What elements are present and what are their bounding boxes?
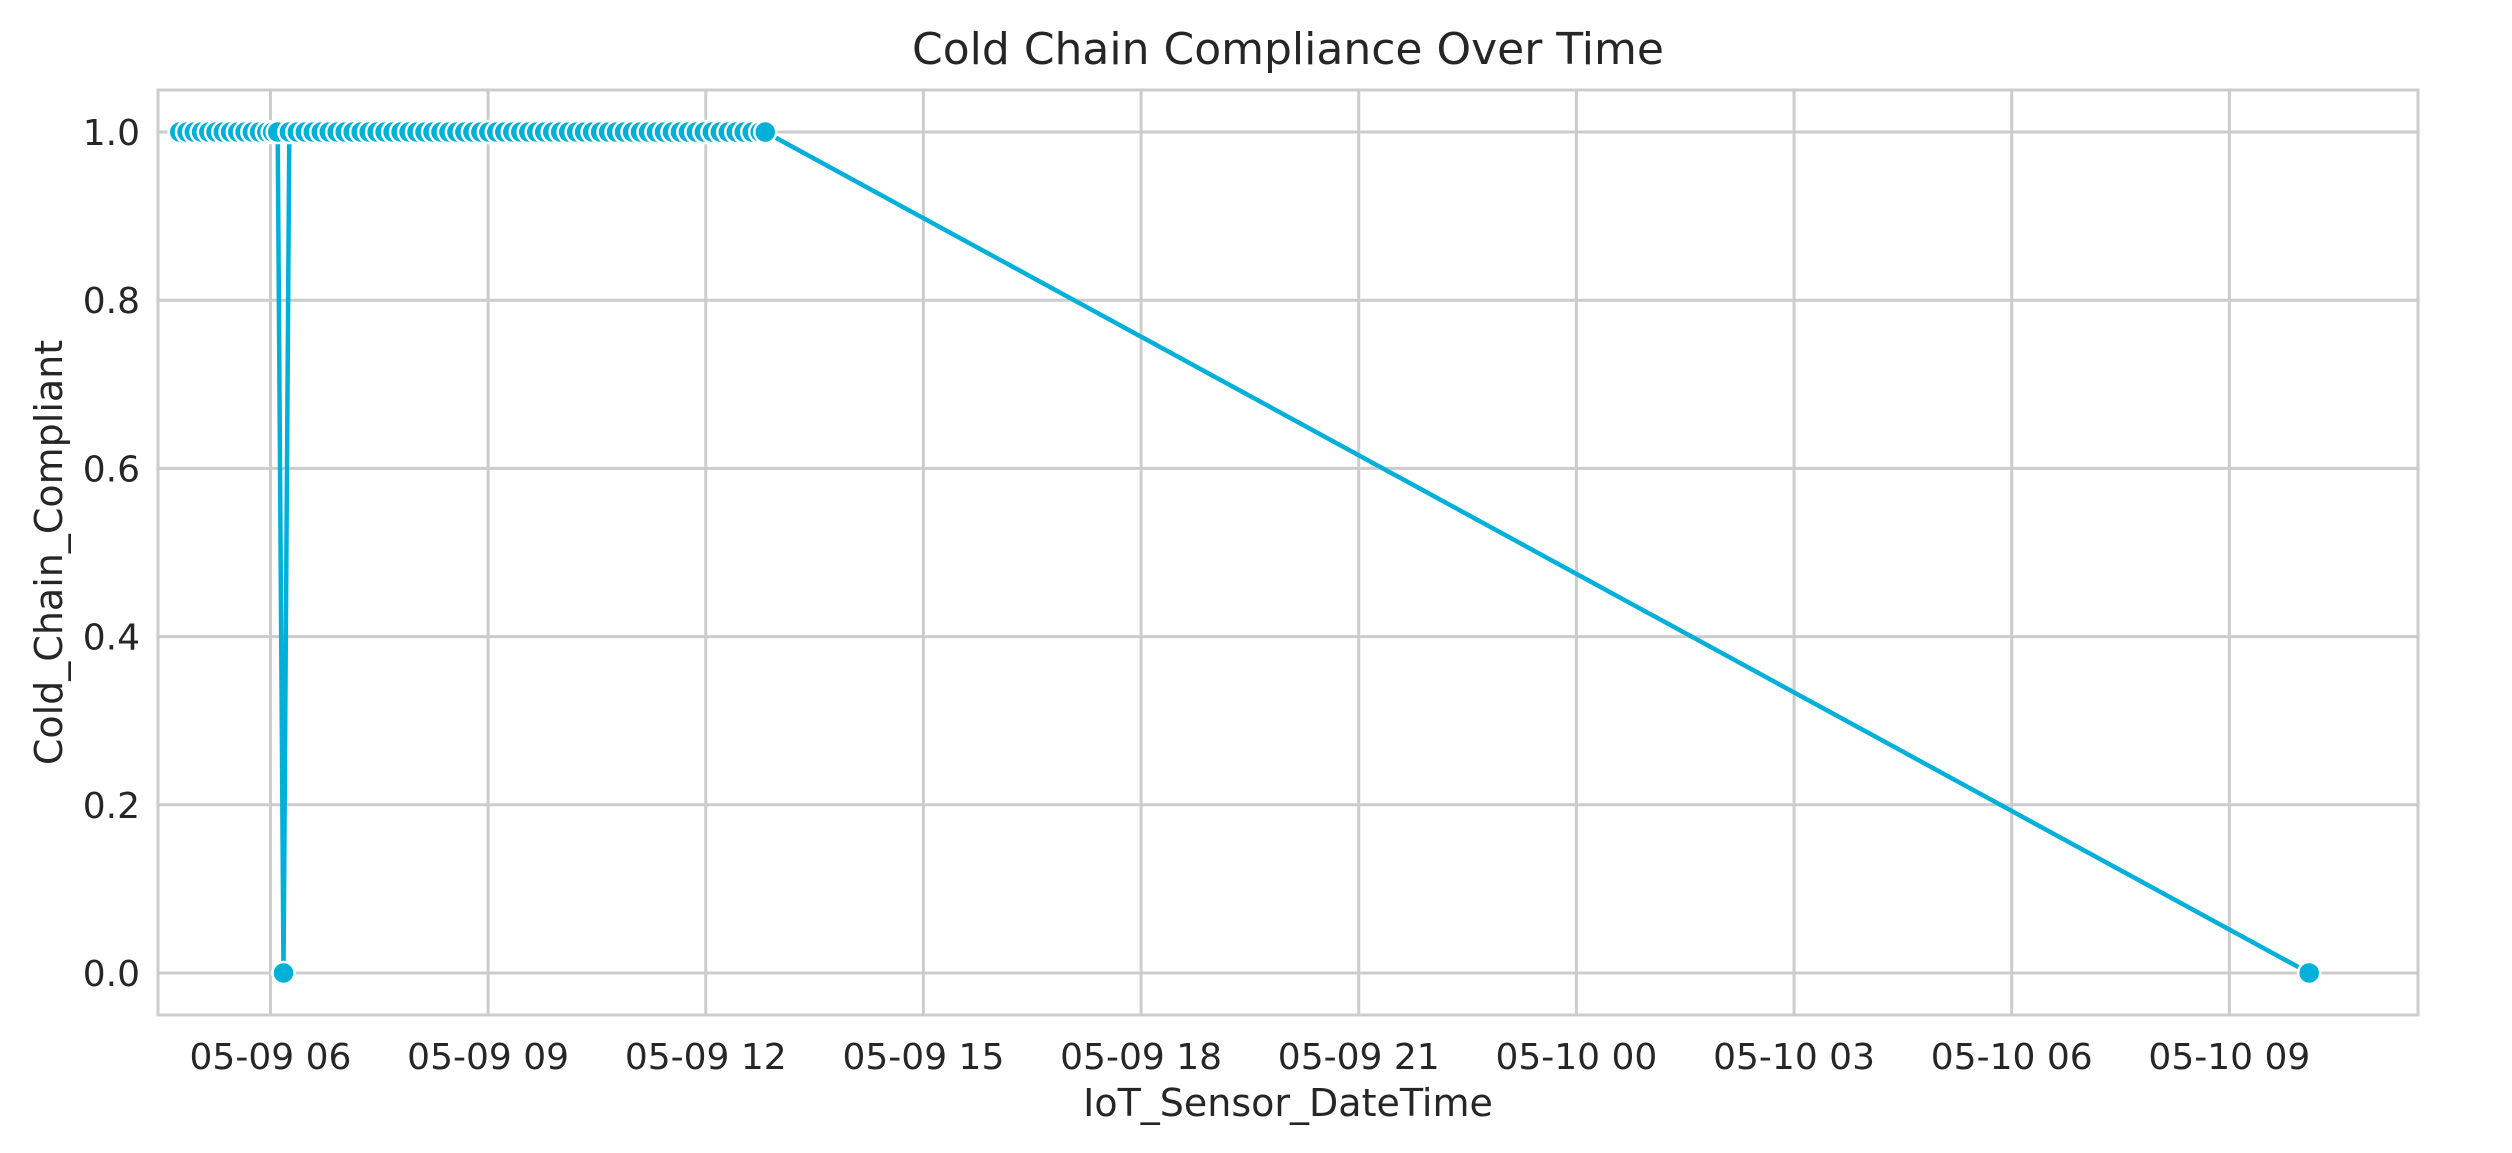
x-tick-label: 05-09 18: [1060, 1037, 1222, 1078]
y-axis-label: Cold_Chain_Compliant: [27, 340, 71, 765]
y-tick-label: 0.6: [83, 449, 140, 490]
data-point: [753, 119, 778, 145]
y-tick-label: 1.0: [83, 113, 140, 154]
series-line: [179, 129, 2311, 976]
x-axis-label: IoT_Sensor_DateTime: [1083, 1081, 1493, 1125]
x-tick-label: 05-10 06: [1931, 1037, 2093, 1078]
plot-frame: [156, 88, 2420, 1017]
y-tick-label: 0.0: [83, 954, 140, 995]
y-tick-labels: 0.0 0.2 0.4 0.6 0.8 1.0: [83, 113, 140, 995]
data-point: [271, 960, 296, 986]
y-tick-label: 0.2: [83, 786, 140, 827]
x-tick-labels: 05-09 06 05-09 09 05-09 12 05-09 15 05-09 18…: [190, 1037, 2311, 1078]
data-point: [2296, 960, 2322, 986]
y-tick-label: 0.8: [83, 281, 140, 322]
chart-title: Cold Chain Compliance Over Time: [912, 24, 1664, 75]
x-gridlines: [268, 90, 2231, 1015]
x-tick-label: 05-09 12: [625, 1037, 787, 1078]
x-tick-label: 05-09 21: [1278, 1037, 1440, 1078]
y-gridlines: [158, 130, 2418, 975]
series-layer: [167, 119, 2322, 986]
x-tick-label: 05-10 03: [1713, 1037, 1875, 1078]
x-tick-label: 05-09 15: [842, 1037, 1004, 1078]
x-tick-label: 05-10 00: [1495, 1037, 1657, 1078]
x-tick-label: 05-09 09: [407, 1037, 569, 1078]
y-tick-label: 0.4: [83, 618, 140, 659]
x-tick-label: 05-09 06: [190, 1037, 352, 1078]
x-tick-label: 05-10 09: [2148, 1037, 2310, 1078]
